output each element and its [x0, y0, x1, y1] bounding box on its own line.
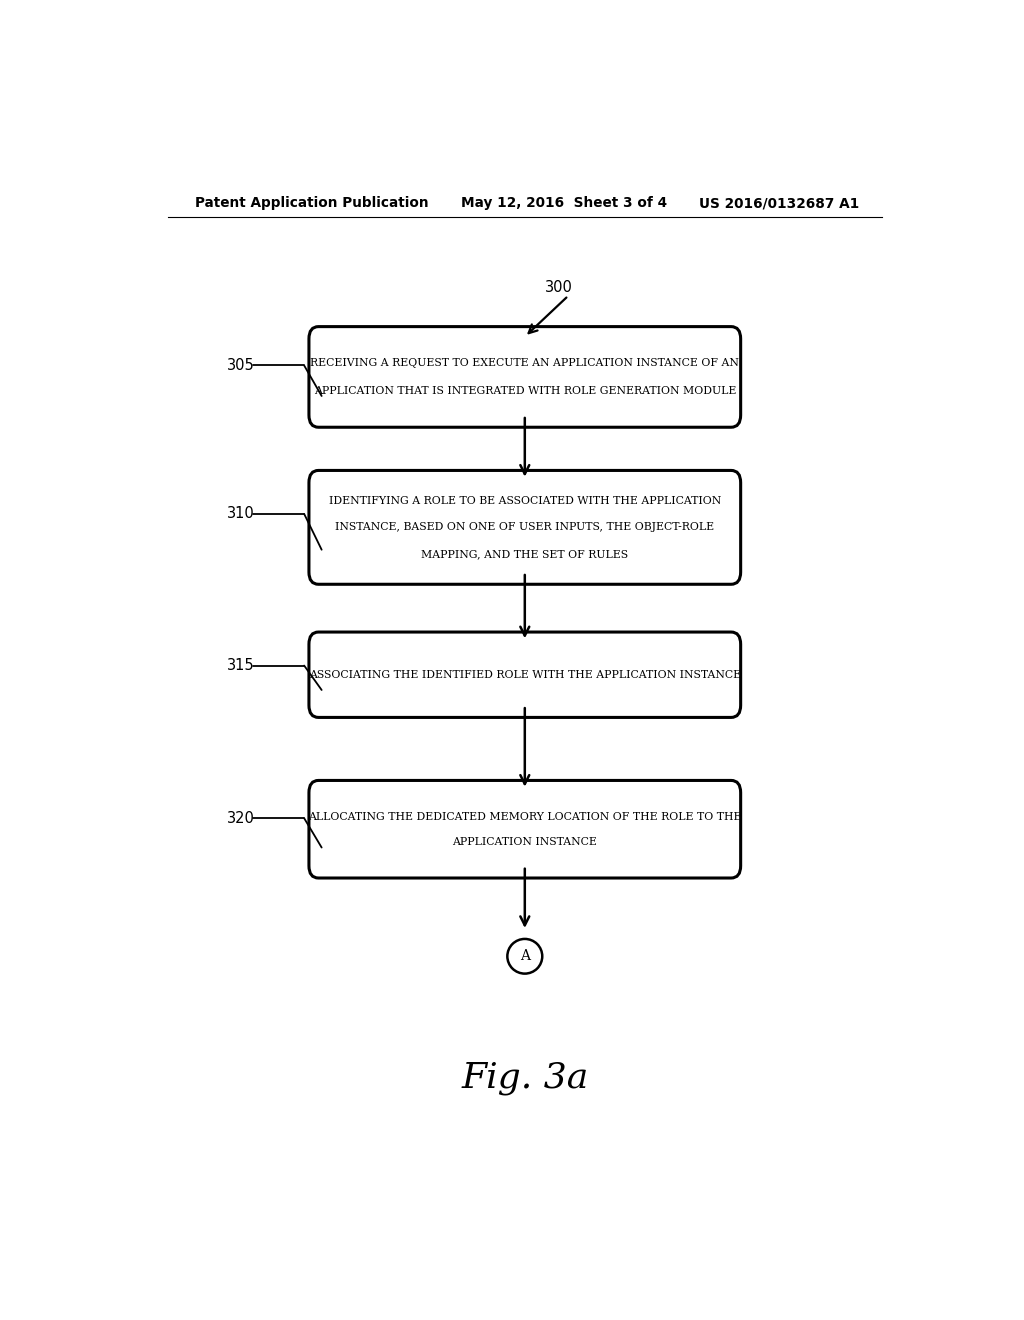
Text: Fig. 3a: Fig. 3a [461, 1061, 589, 1096]
FancyBboxPatch shape [309, 326, 740, 428]
Text: A: A [520, 949, 529, 964]
Text: INSTANCE, BASED ON ONE OF USER INPUTS, THE OBJECT-ROLE: INSTANCE, BASED ON ONE OF USER INPUTS, T… [335, 523, 715, 532]
Text: ALLOCATING THE DEDICATED MEMORY LOCATION OF THE ROLE TO THE: ALLOCATING THE DEDICATED MEMORY LOCATION… [308, 812, 741, 822]
Text: 305: 305 [227, 358, 255, 374]
Ellipse shape [507, 939, 543, 974]
Text: ASSOCIATING THE IDENTIFIED ROLE WITH THE APPLICATION INSTANCE: ASSOCIATING THE IDENTIFIED ROLE WITH THE… [309, 669, 740, 680]
Text: APPLICATION THAT IS INTEGRATED WITH ROLE GENERATION MODULE: APPLICATION THAT IS INTEGRATED WITH ROLE… [313, 385, 736, 396]
Text: IDENTIFYING A ROLE TO BE ASSOCIATED WITH THE APPLICATION: IDENTIFYING A ROLE TO BE ASSOCIATED WITH… [329, 496, 721, 506]
Text: US 2016/0132687 A1: US 2016/0132687 A1 [699, 197, 859, 210]
FancyBboxPatch shape [309, 470, 740, 585]
Text: 320: 320 [227, 810, 255, 826]
Text: 315: 315 [227, 659, 255, 673]
Text: MAPPING, AND THE SET OF RULES: MAPPING, AND THE SET OF RULES [421, 549, 629, 558]
Text: May 12, 2016  Sheet 3 of 4: May 12, 2016 Sheet 3 of 4 [461, 197, 668, 210]
Text: RECEIVING A REQUEST TO EXECUTE AN APPLICATION INSTANCE OF AN: RECEIVING A REQUEST TO EXECUTE AN APPLIC… [310, 358, 739, 368]
Text: Patent Application Publication: Patent Application Publication [196, 197, 429, 210]
Text: APPLICATION INSTANCE: APPLICATION INSTANCE [453, 837, 597, 846]
Text: 300: 300 [545, 280, 572, 294]
Text: 310: 310 [227, 507, 255, 521]
FancyBboxPatch shape [309, 632, 740, 718]
FancyBboxPatch shape [309, 780, 740, 878]
